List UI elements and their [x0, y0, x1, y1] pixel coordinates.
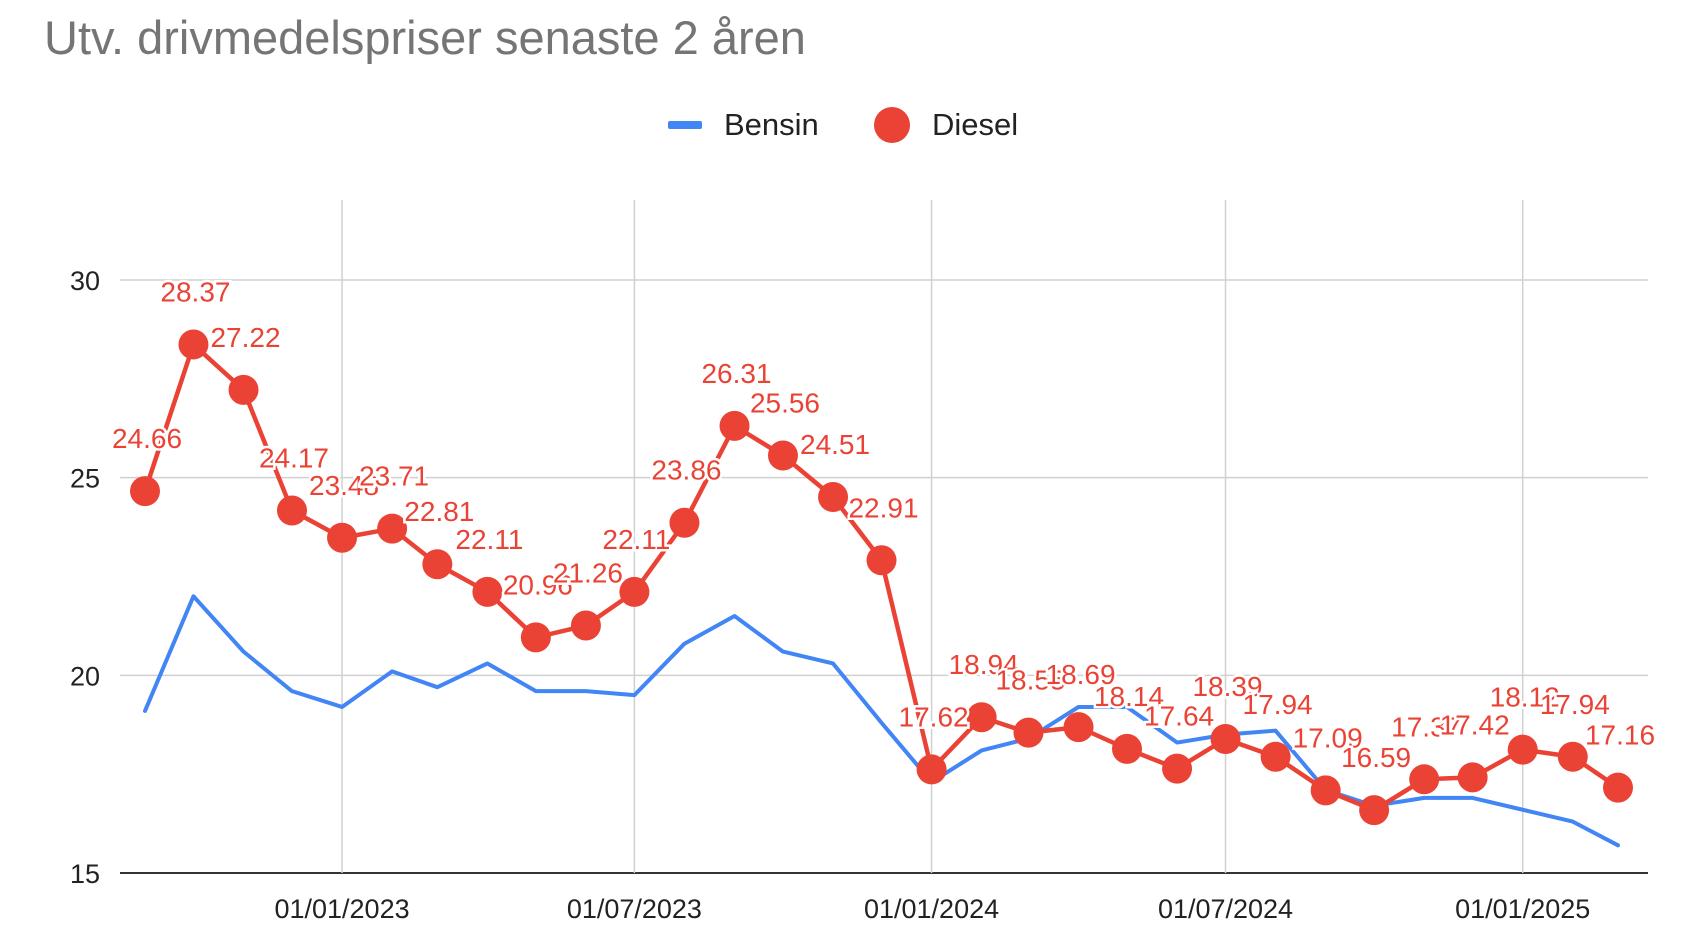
legend-bensin-label: Bensin	[724, 107, 819, 142]
diesel-data-label: 17.37	[1391, 711, 1461, 742]
y-tick-label: 30	[70, 266, 100, 296]
diesel-point	[472, 576, 503, 607]
diesel-data-label: 17.94	[1243, 689, 1313, 720]
diesel-point	[669, 507, 700, 538]
diesel-point	[966, 702, 997, 733]
legend-bensin-line-icon	[668, 121, 702, 129]
diesel-data-label: 18.55	[995, 665, 1065, 696]
diesel-point	[767, 440, 798, 471]
diesel-data-label: 18.14	[1094, 681, 1164, 712]
diesel-data-label: 24.17	[259, 442, 329, 473]
diesel-data-label: 17.42	[1440, 709, 1510, 740]
diesel-point	[619, 576, 650, 607]
x-tick-label: 01/07/2024	[1158, 894, 1293, 924]
legend-diesel-label: Diesel	[932, 107, 1019, 142]
diesel-point	[228, 374, 259, 405]
legend: Bensin Diesel	[0, 100, 1700, 150]
diesel-data-label: 18.69	[1046, 659, 1116, 690]
diesel-point	[719, 410, 750, 441]
diesel-point	[1260, 741, 1291, 772]
diesel-point	[1557, 741, 1588, 772]
diesel-data-label: 22.91	[848, 492, 918, 523]
diesel-data-label: 21.26	[553, 558, 623, 589]
diesel-data-label: 17.94	[1540, 689, 1610, 720]
diesel-data-label: 18.94	[949, 649, 1019, 680]
diesel-point	[1603, 772, 1633, 803]
diesel-data-label: 23.86	[651, 455, 721, 486]
diesel-data-label: 24.51	[800, 429, 870, 460]
diesel-point	[1359, 795, 1390, 826]
diesel-data-label: 22.11	[455, 524, 523, 555]
diesel-data-label: 22.11	[602, 524, 670, 555]
x-tick-label: 01/01/2025	[1455, 894, 1590, 924]
diesel-point	[1162, 753, 1193, 784]
diesel-point	[1507, 734, 1538, 765]
x-tick-label: 01/01/2023	[274, 894, 409, 924]
diesel-data-label: 23.71	[359, 461, 429, 492]
diesel-point	[1457, 762, 1488, 793]
diesel-data-label: 17.09	[1293, 722, 1363, 753]
diesel-data-label: 18.39	[1192, 671, 1262, 702]
diesel-data-label: 17.16	[1585, 720, 1655, 751]
legend-diesel-dot-icon	[874, 107, 910, 143]
diesel-data-label: 18.12	[1490, 682, 1560, 713]
diesel-point	[570, 610, 601, 641]
diesel-data-label: 28.37	[160, 276, 230, 307]
diesel-point	[916, 754, 947, 785]
x-tick-label: 01/01/2024	[864, 894, 999, 924]
diesel-point	[130, 476, 160, 507]
diesel-data-label: 26.31	[701, 358, 771, 389]
chart-title: Utv. drivmedelspriser senaste 2 åren	[44, 11, 806, 64]
x-tick-label: 01/07/2023	[567, 894, 702, 924]
diesel-data-label: 20.96	[503, 569, 573, 600]
diesel-point	[377, 513, 408, 544]
diesel-point	[1310, 775, 1341, 806]
diesel-data-label: 25.56	[750, 388, 820, 419]
diesel-data-label: 27.22	[210, 322, 280, 353]
diesel-point	[818, 482, 849, 513]
diesel-point	[866, 545, 897, 576]
legend-item-diesel[interactable]: Diesel	[874, 100, 1018, 150]
diesel-point	[1013, 717, 1044, 748]
diesel-point	[276, 495, 307, 526]
y-tick-label: 25	[70, 464, 100, 494]
diesel-point	[422, 549, 453, 580]
diesel-data-label: 24.66	[112, 423, 182, 454]
diesel-point	[1210, 723, 1241, 754]
diesel-point	[1409, 764, 1440, 795]
diesel-point	[327, 522, 358, 553]
legend-item-bensin[interactable]: Bensin	[668, 100, 819, 150]
y-tick-label: 20	[70, 661, 100, 691]
diesel-point	[520, 622, 551, 653]
diesel-data-label: 17.62	[899, 701, 969, 732]
diesel-data-label: 23.48	[309, 470, 379, 501]
diesel-data-label: 16.59	[1341, 742, 1411, 773]
diesel-data-label: 17.64	[1144, 701, 1214, 732]
y-tick-label: 15	[70, 859, 100, 889]
diesel-point	[1063, 712, 1094, 743]
diesel-point	[1112, 733, 1142, 764]
diesel-data-label: 22.81	[404, 496, 474, 527]
diesel-point	[178, 329, 209, 360]
